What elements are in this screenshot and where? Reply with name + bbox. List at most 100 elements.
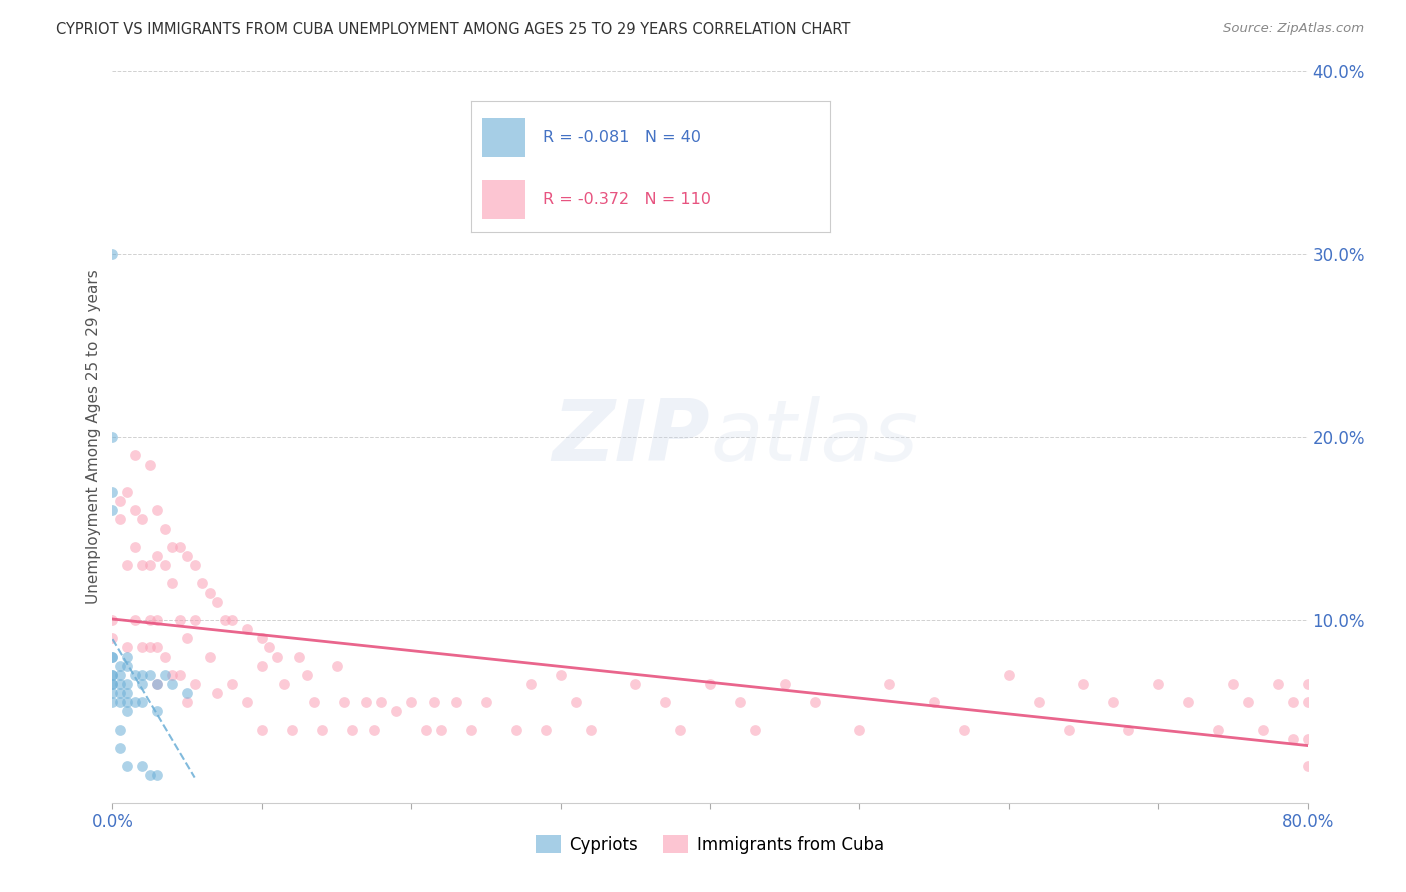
- Point: [333, 695, 356, 709]
- Point: [1102, 695, 1125, 709]
- Point: [198, 585, 221, 599]
- Point: [101, 695, 124, 709]
- Point: [108, 723, 131, 737]
- Point: [654, 695, 676, 709]
- Point: [153, 649, 176, 664]
- Point: [131, 667, 153, 681]
- Point: [205, 594, 228, 608]
- Point: [162, 677, 183, 691]
- Point: [176, 686, 198, 700]
- Point: [139, 667, 162, 681]
- Point: [169, 667, 191, 681]
- Point: [146, 677, 169, 691]
- Point: [401, 695, 423, 709]
- Point: [124, 503, 146, 517]
- Point: [101, 677, 124, 691]
- Point: [101, 503, 124, 517]
- Point: [117, 705, 139, 719]
- Point: [879, 677, 901, 691]
- Point: [146, 677, 169, 691]
- Point: [176, 632, 198, 646]
- Point: [363, 723, 385, 737]
- Point: [108, 512, 131, 526]
- Point: [131, 640, 153, 655]
- Point: [311, 723, 333, 737]
- Point: [744, 723, 766, 737]
- Point: [146, 613, 169, 627]
- Point: [444, 695, 467, 709]
- Point: [146, 640, 169, 655]
- Point: [1222, 677, 1244, 691]
- Point: [1296, 731, 1319, 746]
- Point: [117, 485, 139, 500]
- Point: [146, 549, 169, 563]
- Point: [1118, 723, 1140, 737]
- Point: [340, 723, 363, 737]
- Point: [101, 686, 124, 700]
- Point: [108, 677, 131, 691]
- Point: [124, 613, 146, 627]
- Point: [460, 723, 482, 737]
- Point: [139, 613, 162, 627]
- Point: [250, 658, 273, 673]
- Point: [101, 649, 124, 664]
- Point: [325, 658, 347, 673]
- Point: [773, 677, 796, 691]
- Point: [139, 640, 162, 655]
- Point: [153, 558, 176, 573]
- Point: [281, 723, 304, 737]
- Point: [124, 695, 146, 709]
- Point: [1147, 677, 1170, 691]
- Point: [385, 705, 408, 719]
- Point: [124, 540, 146, 554]
- Point: [139, 558, 162, 573]
- Point: [259, 640, 281, 655]
- Point: [1281, 695, 1303, 709]
- Point: [728, 695, 751, 709]
- Point: [101, 677, 124, 691]
- Point: [475, 695, 498, 709]
- Point: [250, 632, 273, 646]
- Point: [139, 458, 162, 472]
- Point: [117, 658, 139, 673]
- Point: [169, 613, 191, 627]
- Point: [564, 695, 586, 709]
- Point: [117, 686, 139, 700]
- Point: [162, 540, 183, 554]
- Point: [108, 695, 131, 709]
- Point: [101, 649, 124, 664]
- Point: [183, 613, 205, 627]
- Point: [422, 695, 444, 709]
- Point: [922, 695, 945, 709]
- Point: [146, 768, 169, 782]
- Point: [108, 686, 131, 700]
- Point: [108, 740, 131, 755]
- Point: [108, 658, 131, 673]
- Point: [356, 695, 378, 709]
- Point: [183, 558, 205, 573]
- Point: [131, 512, 153, 526]
- Point: [117, 759, 139, 773]
- Point: [669, 723, 692, 737]
- Point: [101, 613, 124, 627]
- Point: [505, 723, 527, 737]
- Text: Source: ZipAtlas.com: Source: ZipAtlas.com: [1223, 22, 1364, 36]
- Point: [101, 430, 124, 444]
- Point: [198, 649, 221, 664]
- Point: [131, 558, 153, 573]
- Point: [108, 494, 131, 508]
- Text: CYPRIOT VS IMMIGRANTS FROM CUBA UNEMPLOYMENT AMONG AGES 25 TO 29 YEARS CORRELATI: CYPRIOT VS IMMIGRANTS FROM CUBA UNEMPLOY…: [56, 22, 851, 37]
- Point: [302, 695, 325, 709]
- Point: [998, 667, 1021, 681]
- Point: [176, 695, 198, 709]
- Point: [848, 723, 870, 737]
- Point: [101, 667, 124, 681]
- Point: [295, 667, 318, 681]
- Point: [117, 640, 139, 655]
- Point: [108, 667, 131, 681]
- Y-axis label: Unemployment Among Ages 25 to 29 years: Unemployment Among Ages 25 to 29 years: [86, 269, 101, 605]
- Point: [131, 695, 153, 709]
- Point: [699, 677, 721, 691]
- Point: [131, 759, 153, 773]
- Point: [101, 667, 124, 681]
